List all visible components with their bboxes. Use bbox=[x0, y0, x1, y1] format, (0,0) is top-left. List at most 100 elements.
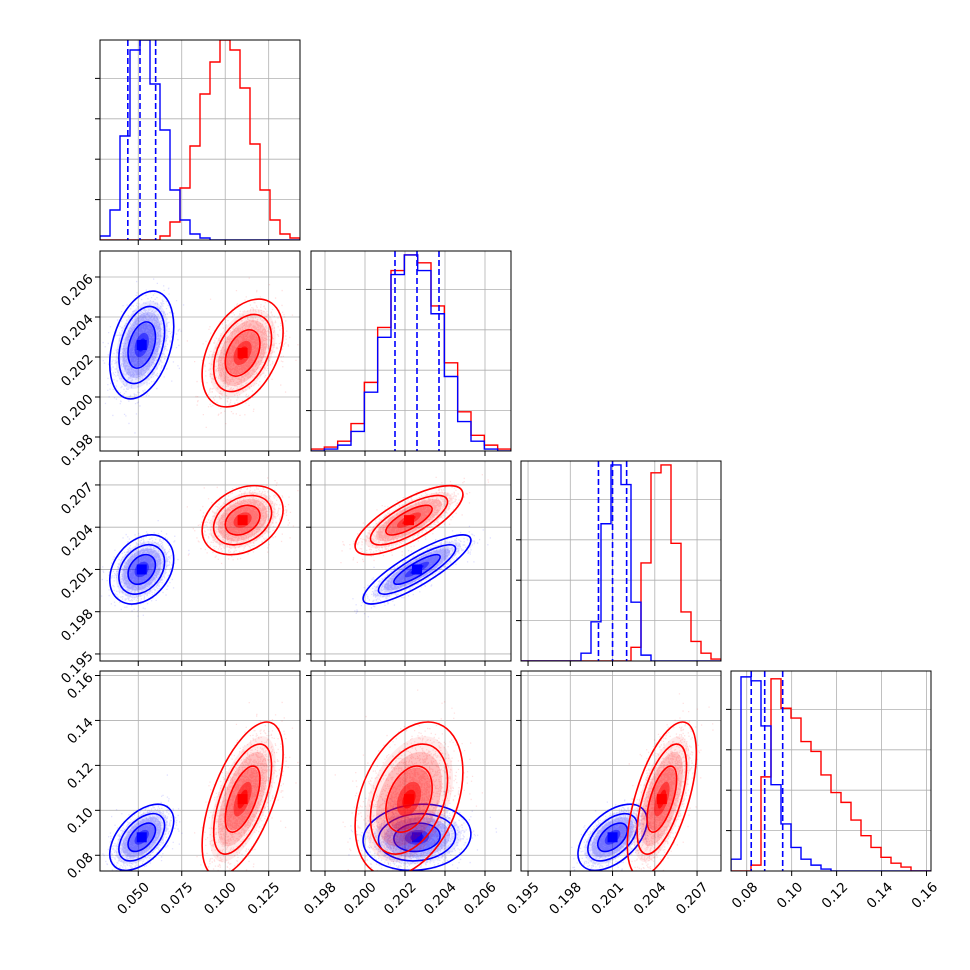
panel-0-0 bbox=[95, 39, 301, 245]
panel-frame bbox=[99, 460, 301, 662]
contour-red bbox=[224, 765, 261, 833]
contour-blue bbox=[587, 812, 638, 862]
x-tick-label: 0.204 bbox=[421, 879, 460, 918]
contour-blue bbox=[577, 803, 648, 871]
contour-blue bbox=[118, 544, 166, 595]
panel-frame bbox=[99, 670, 301, 872]
contour-red bbox=[369, 743, 449, 855]
panel-frame bbox=[310, 670, 512, 872]
contour-blue bbox=[362, 534, 472, 605]
density-peak-blue bbox=[136, 832, 147, 843]
y-tick-label: 0.12 bbox=[64, 760, 97, 793]
contour-red bbox=[212, 313, 273, 393]
panel-2-2 bbox=[516, 460, 722, 666]
y-tick-label: 0.14 bbox=[64, 715, 97, 748]
panel-bg bbox=[100, 671, 300, 871]
contour-red bbox=[636, 743, 688, 855]
scatter-points-blue bbox=[102, 278, 185, 434]
panel-2-1 bbox=[306, 460, 512, 666]
x-tick-label: 0.075 bbox=[158, 879, 197, 918]
density-peak-red bbox=[656, 794, 667, 805]
histogram-blue bbox=[100, 40, 300, 240]
density-peak-red bbox=[404, 794, 414, 805]
panel-3-0 bbox=[95, 670, 301, 876]
density-peak-red bbox=[404, 515, 414, 526]
x-tick-label: 0.200 bbox=[341, 879, 380, 918]
contour-blue bbox=[118, 305, 166, 385]
contour-blue bbox=[108, 534, 175, 605]
histogram-blue bbox=[521, 464, 721, 661]
panel-2-0 bbox=[95, 460, 301, 666]
histogram-blue bbox=[731, 676, 931, 871]
scatter-group bbox=[102, 277, 299, 434]
panel-frame bbox=[99, 250, 301, 452]
x-tick-label: 0.195 bbox=[504, 879, 543, 918]
histogram-group bbox=[731, 671, 931, 871]
x-tick-label: 0.201 bbox=[589, 879, 628, 918]
panel-bg bbox=[311, 461, 511, 661]
panel-frame bbox=[99, 39, 301, 241]
histogram-red bbox=[100, 40, 300, 240]
y-tick-label: 0.204 bbox=[58, 311, 97, 350]
scatter-group bbox=[334, 689, 498, 871]
panel-frame bbox=[730, 670, 932, 872]
x-tick-label: 0.125 bbox=[245, 879, 284, 918]
density-peak-red bbox=[237, 794, 248, 805]
y-tick-label: 0.10 bbox=[64, 805, 97, 838]
contour-red bbox=[224, 504, 261, 536]
y-tick-label: 0.201 bbox=[58, 564, 97, 603]
histogram-blue bbox=[311, 254, 511, 451]
x-tick-label: 0.204 bbox=[631, 879, 670, 918]
x-tick-label: 0.206 bbox=[461, 879, 500, 918]
density-peak-blue bbox=[412, 832, 422, 843]
density-peak-red bbox=[237, 348, 248, 358]
y-tick-label: 0.206 bbox=[58, 271, 97, 310]
contour-red bbox=[354, 721, 464, 871]
contour-red bbox=[385, 504, 433, 536]
contour-red bbox=[224, 329, 261, 377]
x-tick-label: 0.08 bbox=[729, 879, 762, 912]
x-tick-label: 0.16 bbox=[909, 879, 942, 912]
density-peak-blue bbox=[136, 564, 147, 575]
panel-frame bbox=[310, 460, 512, 662]
panel-frame bbox=[520, 670, 722, 872]
panel-bg bbox=[100, 251, 300, 451]
panel-1-1 bbox=[306, 250, 512, 456]
panel-3-1 bbox=[306, 670, 512, 876]
contour-red bbox=[626, 721, 698, 871]
x-tick-label: 0.202 bbox=[381, 879, 420, 918]
histogram-red bbox=[521, 464, 721, 661]
scatter-group bbox=[340, 474, 491, 618]
density-peak-blue bbox=[136, 340, 147, 350]
y-tick-label: 0.200 bbox=[58, 391, 97, 430]
scatter-group bbox=[102, 701, 299, 871]
contour-blue bbox=[127, 822, 157, 853]
contour-red bbox=[354, 484, 464, 556]
x-tick-label: 0.198 bbox=[546, 879, 585, 918]
scatter-points-blue bbox=[571, 796, 675, 871]
density-peak-blue bbox=[412, 564, 422, 575]
histogram-group bbox=[521, 461, 721, 661]
panel-3-2 bbox=[516, 670, 722, 876]
density-peak-blue bbox=[607, 832, 618, 843]
contour-blue bbox=[393, 822, 441, 853]
panel-1-0 bbox=[95, 250, 301, 456]
x-tick-label: 0.050 bbox=[114, 879, 153, 918]
scatter-points-blue bbox=[102, 774, 183, 871]
panel-frame bbox=[310, 250, 512, 452]
contour-red bbox=[385, 765, 433, 833]
scatter-group bbox=[571, 693, 714, 871]
x-tick-label: 0.12 bbox=[819, 879, 852, 912]
density-peak-red bbox=[237, 515, 248, 526]
y-tick-label: 0.198 bbox=[58, 606, 97, 645]
y-tick-label: 0.207 bbox=[58, 479, 97, 518]
contour-blue bbox=[127, 321, 157, 369]
x-tick-label: 0.100 bbox=[201, 879, 240, 918]
contour-blue bbox=[596, 822, 629, 853]
histogram-group bbox=[311, 251, 511, 451]
x-tick-label: 0.10 bbox=[774, 879, 807, 912]
x-tick-label: 0.207 bbox=[673, 879, 712, 918]
contour-red bbox=[201, 721, 284, 871]
histogram-group bbox=[100, 40, 300, 240]
